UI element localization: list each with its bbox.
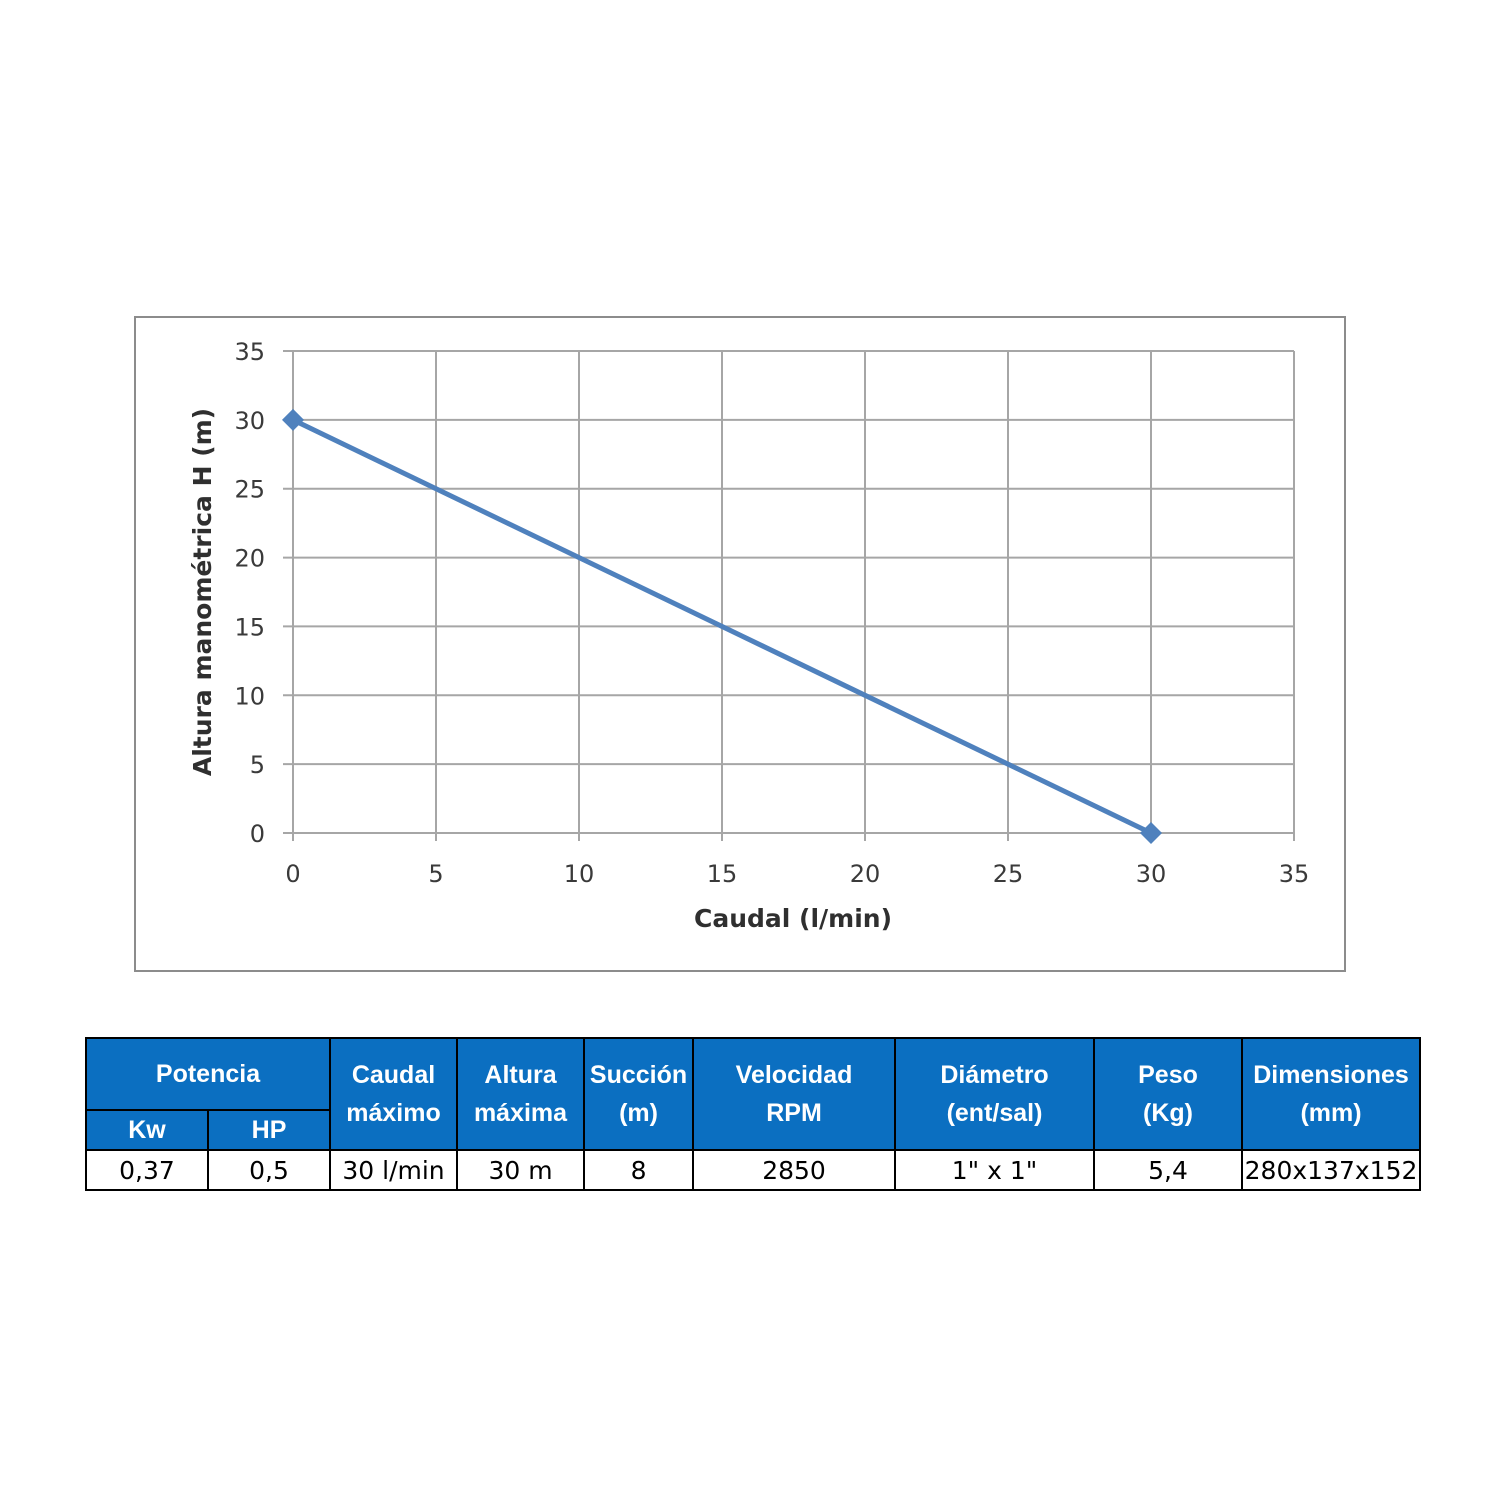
chart-series — [282, 408, 1162, 844]
y-axis-title: Altura manométrica H (m) — [188, 408, 217, 776]
x-tick-label: 5 — [428, 860, 443, 888]
y-tick-label: 5 — [250, 751, 265, 779]
x-tick-label: 10 — [564, 860, 595, 888]
chart-frame — [134, 316, 1346, 972]
y-tick-label: 30 — [234, 407, 265, 435]
series-line — [291, 417, 1153, 836]
y-tick-label: 0 — [250, 820, 265, 848]
y-tick-label: 10 — [234, 682, 265, 710]
header-kw: Kw — [85, 1109, 209, 1151]
x-tick-label: 15 — [707, 860, 738, 888]
x-tick-label: 0 — [285, 860, 300, 888]
y-tick-label: 35 — [234, 338, 265, 366]
x-tick-label: 25 — [993, 860, 1024, 888]
header-potencia: Potencia — [84, 1037, 332, 1111]
header-caudal: Caudal máximo — [329, 1037, 459, 1151]
cell-kw: 0,37 — [85, 1149, 209, 1191]
cell-hp: 0,5 — [206, 1149, 332, 1191]
cell-peso: 5,4 — [1093, 1149, 1244, 1191]
cell-velocidad: 2850 — [692, 1149, 897, 1191]
y-tick-label: 25 — [234, 476, 265, 504]
cell-succion: 8 — [583, 1149, 695, 1191]
cell-dimensiones: 280x137x152 — [1241, 1149, 1422, 1191]
header-diametro: Diámetro (ent/sal) — [894, 1037, 1096, 1151]
header-dimensiones: Dimensiones (mm) — [1241, 1037, 1422, 1151]
spec-table: Potencia Caudal máximo Altura máxima Succi… — [84, 1037, 1422, 1191]
y-tick-label: 20 — [234, 545, 265, 573]
cell-diametro: 1" x 1" — [894, 1149, 1096, 1191]
header-succion: Succión (m) — [583, 1037, 695, 1151]
header-hp: HP — [206, 1109, 332, 1151]
x-axis-title: Caudal (l/min) — [694, 904, 892, 933]
chart-grid — [283, 350, 1295, 841]
x-tick-label: 30 — [1136, 860, 1167, 888]
x-tick-label: 35 — [1279, 860, 1310, 888]
table-row: 0,37 0,5 30 l/min 30 m 8 2850 1" x 1" 5,… — [85, 1149, 1422, 1191]
cell-altura: 30 m — [456, 1149, 586, 1191]
header-velocidad: Velocidad RPM — [692, 1037, 897, 1151]
data-point-marker — [1140, 822, 1162, 844]
chart-tick-labels: 0 5 10 15 20 25 30 35 0 5 10 15 20 25 30 35 — [234, 338, 1309, 888]
data-point-marker — [282, 408, 304, 431]
header-peso: Peso (Kg) — [1093, 1037, 1244, 1151]
x-tick-label: 20 — [850, 860, 881, 888]
y-tick-label: 15 — [234, 613, 265, 641]
cell-caudal: 30 l/min — [329, 1149, 459, 1191]
header-altura: Altura máxima — [456, 1037, 586, 1151]
